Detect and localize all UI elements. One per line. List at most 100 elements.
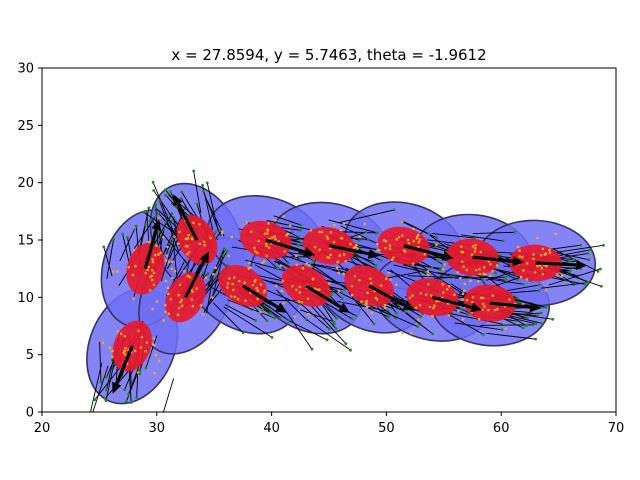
- sample-point: [415, 237, 419, 240]
- particle-dot: [430, 265, 434, 269]
- particle-line: [289, 320, 328, 341]
- sample-point: [139, 346, 143, 349]
- particle-line: [92, 365, 109, 412]
- particle-line: [152, 182, 174, 230]
- particle-dot: [93, 398, 97, 402]
- particle-line: [548, 268, 601, 286]
- particle-dot: [147, 206, 151, 210]
- particle-line: [401, 220, 430, 235]
- particle-line: [311, 267, 351, 292]
- sample-point: [309, 229, 313, 232]
- particle-dot: [534, 322, 538, 326]
- particle-dot: [157, 211, 160, 215]
- particle-dot: [205, 181, 209, 185]
- sample-point: [337, 271, 341, 275]
- sample-point: [489, 262, 492, 266]
- particle-dot: [466, 313, 470, 316]
- sample-point: [180, 298, 184, 302]
- sample-point: [147, 265, 150, 269]
- pose-arrow-8: [368, 284, 415, 311]
- sample-point: [379, 284, 383, 287]
- particle-dot: [151, 180, 155, 184]
- particle-line: [311, 264, 348, 274]
- sample-point: [190, 298, 194, 301]
- sample-point: [233, 295, 237, 299]
- sample-point: [521, 255, 524, 259]
- sample-point: [144, 271, 148, 275]
- sample-point: [482, 265, 486, 269]
- particle-dot: [501, 239, 505, 243]
- sample-point: [342, 272, 345, 276]
- sample-point: [366, 291, 369, 295]
- pose-arrow-4: [242, 284, 287, 313]
- particle-dot: [586, 280, 590, 284]
- sample-point: [504, 327, 507, 331]
- sample-point: [248, 261, 251, 265]
- sample-point: [274, 218, 277, 222]
- x-tick-label: 20: [34, 421, 51, 436]
- sample-point: [459, 245, 463, 248]
- sample-point: [195, 287, 199, 290]
- particle-dot: [126, 235, 129, 239]
- sample-point: [123, 353, 127, 356]
- sample-point: [426, 273, 430, 277]
- particle-dot: [158, 200, 161, 203]
- sample-point: [481, 302, 485, 306]
- sample-point: [461, 318, 465, 321]
- sample-point: [232, 276, 236, 279]
- sample-point: [307, 312, 310, 316]
- pose-arrow-7: [328, 244, 380, 259]
- pose-arrow-6: [305, 284, 351, 313]
- sample-point: [462, 289, 466, 293]
- pose-arrow-3: [173, 194, 199, 241]
- particle-dot: [374, 264, 378, 267]
- particle-line: [486, 332, 536, 340]
- particle-dot: [123, 388, 127, 392]
- sample-point: [327, 256, 331, 259]
- sample-point: [358, 235, 362, 238]
- sample-point: [166, 286, 170, 290]
- particle-dot: [521, 282, 525, 286]
- particle-dot: [521, 326, 525, 330]
- sample-point: [388, 247, 392, 251]
- particle-line: [119, 229, 135, 262]
- sample-point: [157, 359, 161, 362]
- particle-dot: [334, 327, 338, 331]
- sample-points-13: [516, 232, 564, 292]
- sample-point: [536, 236, 539, 240]
- sample-point: [533, 271, 537, 274]
- pose-arrow-2: [184, 251, 209, 299]
- sample-point: [383, 306, 387, 310]
- particle-dot: [372, 322, 376, 326]
- sample-point: [329, 253, 332, 257]
- particle-dot: [436, 259, 440, 263]
- sample-point: [111, 270, 115, 273]
- sample-point: [262, 260, 266, 263]
- sample-point: [443, 263, 446, 266]
- sample-points-3: [158, 216, 234, 264]
- sample-point: [480, 296, 483, 300]
- sample-point: [227, 254, 231, 258]
- sample-point: [146, 268, 149, 272]
- particle-dot: [310, 347, 314, 351]
- particle-dot: [499, 253, 502, 257]
- sample-point: [286, 232, 290, 236]
- particle-dot: [153, 206, 157, 210]
- sample-point: [548, 248, 551, 252]
- sample-point: [119, 332, 123, 336]
- particle-dot: [195, 202, 199, 206]
- particle-dot: [416, 325, 420, 328]
- sample-point: [266, 232, 269, 235]
- sample-point: [167, 292, 170, 296]
- sample-point: [159, 251, 162, 255]
- particle-dot: [354, 314, 358, 318]
- particle-dot: [124, 399, 128, 403]
- pose-arrow-12: [489, 301, 542, 313]
- particle-dot: [534, 337, 538, 341]
- sample-point: [369, 281, 373, 285]
- sample-point: [127, 265, 131, 269]
- sample-point: [133, 349, 137, 353]
- particle-dot: [366, 238, 370, 241]
- sample-point: [353, 274, 357, 278]
- sample-point: [418, 238, 422, 241]
